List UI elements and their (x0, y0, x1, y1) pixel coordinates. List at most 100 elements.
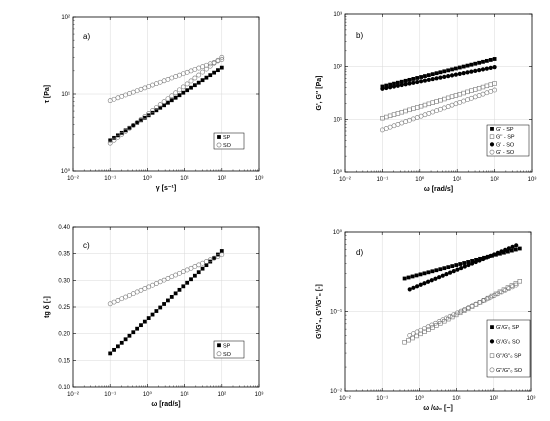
panel-label: b) (356, 31, 363, 40)
y-axis-label: tg δ [-] (44, 296, 51, 318)
data-series-2 (380, 81, 497, 121)
data-point (454, 66, 458, 71)
x-tick-label: 10⁻¹ (104, 392, 116, 398)
data-point (476, 93, 482, 98)
y-axis-label: G', G'' [Pa] (316, 76, 323, 111)
data-point (388, 85, 393, 90)
data-point (461, 64, 466, 69)
data-point (457, 100, 463, 105)
y-tick-label: 0.30 (58, 278, 70, 284)
data-point (469, 88, 474, 93)
data-point (480, 91, 486, 97)
data-point (455, 267, 460, 272)
data-point (169, 98, 174, 103)
data-point (418, 272, 423, 277)
data-point (162, 103, 166, 108)
data-point (134, 289, 140, 295)
data-point (411, 77, 416, 81)
data-point (108, 351, 113, 356)
data-point (459, 265, 464, 271)
data-point (189, 277, 193, 282)
data-series-3 (380, 65, 497, 91)
legend-marker (217, 343, 221, 348)
data-point (399, 79, 404, 84)
data-point (181, 90, 186, 95)
data-point (158, 105, 163, 110)
data-point (470, 261, 475, 266)
data-point (127, 125, 132, 131)
data-point (108, 138, 113, 143)
panel-label: a) (83, 32, 90, 41)
data-point (474, 257, 479, 262)
data-point (461, 90, 466, 96)
data-point (438, 70, 443, 75)
data-point (387, 113, 393, 119)
data-point (434, 76, 439, 81)
data-point (146, 113, 151, 118)
x-tick-label: 10³ (255, 392, 264, 398)
data-point (131, 330, 136, 335)
data-point (466, 262, 471, 268)
data-point (402, 340, 407, 345)
data-point (157, 279, 163, 285)
data-point (480, 84, 486, 90)
data-point (442, 69, 447, 74)
data-point (154, 108, 159, 113)
data-point (407, 77, 412, 82)
y-tick-label: 0.10 (58, 385, 70, 391)
data-point (185, 280, 190, 285)
data-point (430, 109, 436, 115)
data-point (166, 100, 170, 105)
data-point (430, 269, 435, 274)
data-series-1 (108, 65, 224, 143)
data-point (461, 98, 467, 104)
y-tick-label: 10⁻¹ (330, 310, 342, 316)
data-point (115, 134, 121, 140)
data-point (142, 319, 147, 324)
data-series-1 (380, 57, 497, 89)
data-point (185, 88, 190, 93)
data-point (380, 86, 385, 91)
data-point (418, 282, 423, 287)
data-point (180, 84, 186, 90)
x-tick-label: 10⁻¹ (376, 396, 388, 402)
data-point (207, 257, 213, 263)
data-point (139, 323, 143, 328)
data-point (180, 269, 186, 275)
y-tick-label: 10² (61, 15, 70, 21)
data-point (414, 115, 420, 120)
data-point (161, 99, 167, 105)
data-point (434, 108, 439, 114)
data-point (391, 84, 397, 89)
data-point (219, 57, 225, 62)
data-point (465, 89, 470, 95)
data-point (107, 140, 113, 146)
data-point (169, 274, 175, 280)
data-point (430, 72, 435, 77)
data-point (410, 274, 415, 279)
x-tick-label: 10³ (528, 177, 537, 183)
data-point (200, 69, 205, 75)
data-point (469, 69, 474, 74)
data-point (177, 93, 182, 98)
data-point (403, 119, 409, 125)
data-point (204, 259, 209, 264)
panel-label: c) (83, 241, 90, 250)
y-tick-label: 10⁰ (333, 169, 343, 176)
data-point (423, 74, 427, 78)
x-tick-label: 10¹ (452, 396, 461, 402)
data-point (411, 80, 416, 85)
data-point (200, 78, 205, 83)
y-tick-label: 10⁰ (333, 229, 343, 236)
data-point (115, 344, 120, 349)
y-tick-label: 0.20 (58, 332, 70, 338)
data-point (472, 94, 478, 100)
data-point (457, 92, 462, 97)
data-point (407, 107, 412, 113)
x-tick-label: 10¹ (180, 176, 189, 182)
data-point (146, 284, 152, 290)
data-point (495, 250, 500, 256)
data-point (499, 249, 504, 254)
data-series-1 (402, 246, 522, 281)
